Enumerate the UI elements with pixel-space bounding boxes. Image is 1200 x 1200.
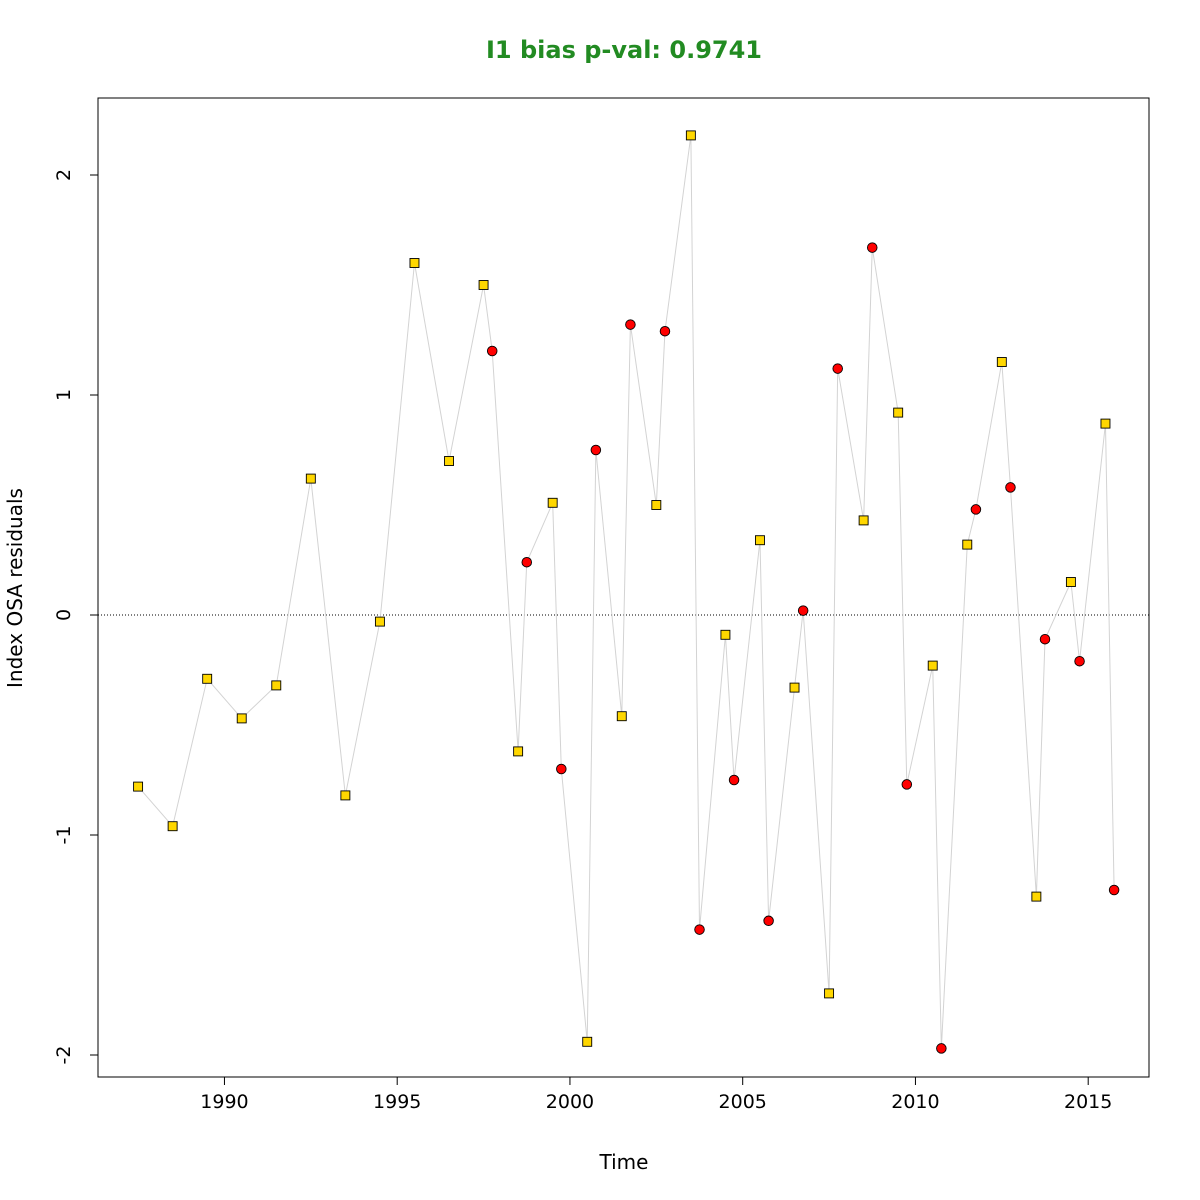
chart-title: I1 bias p-val: 0.9741	[486, 36, 762, 64]
data-point-square	[271, 680, 282, 691]
data-point-square	[1065, 577, 1076, 587]
y-tick-label: -2	[53, 1046, 75, 1065]
data-point-circle	[694, 924, 705, 935]
data-point-circle	[1074, 655, 1085, 667]
data-point-square	[720, 629, 731, 640]
data-point-circle	[901, 779, 913, 790]
data-point-circle	[936, 1043, 947, 1054]
data-point-square	[858, 515, 869, 526]
x-tick-label: 2015	[1064, 1091, 1112, 1113]
x-tick-label: 2010	[891, 1091, 939, 1113]
data-point-square	[824, 988, 835, 999]
y-axis-label: Index OSA residuals	[3, 488, 27, 688]
data-point-square	[236, 713, 247, 724]
data-point-circle	[1108, 884, 1120, 896]
data-point-square	[547, 497, 558, 508]
data-point-square	[893, 407, 904, 418]
x-axis: 1990 1995 2000 2005 2010 2015	[200, 1076, 1112, 1113]
data-point-square	[202, 673, 213, 684]
data-point-square	[996, 357, 1007, 367]
data-point-circle	[970, 504, 982, 515]
data-point-square	[962, 539, 973, 550]
data-point-circle	[1039, 633, 1051, 645]
data-point-square	[755, 535, 765, 546]
x-tick-label: 2000	[546, 1091, 594, 1113]
data-point-circle	[1005, 482, 1016, 493]
data-point-square	[305, 473, 316, 484]
data-point-circle	[832, 363, 843, 374]
data-point-circle	[486, 345, 498, 357]
data-point-circle	[556, 763, 567, 775]
data-point-square	[409, 258, 420, 268]
y-tick-label: -1	[53, 826, 75, 845]
x-axis-label: Time	[599, 1150, 649, 1174]
data-point-square	[513, 746, 524, 757]
data-point-circle	[659, 325, 671, 337]
y-tick-label: 1	[53, 389, 75, 401]
data-point-square	[1031, 891, 1042, 902]
data-point-square	[340, 790, 351, 801]
series-connector-line	[137, 135, 1115, 1049]
x-tick-label: 2005	[719, 1091, 767, 1113]
data-point-square	[789, 682, 800, 693]
x-tick-label: 1990	[200, 1091, 248, 1113]
y-axis: -2 -1 0 1 2	[53, 169, 99, 1065]
data-point-square	[167, 821, 178, 832]
data-point-circle	[867, 242, 878, 253]
data-point-square	[651, 500, 662, 510]
plot-frame	[97, 97, 1150, 1078]
data-point-square	[374, 616, 385, 627]
data-point-circle	[728, 774, 740, 786]
data-point-circle	[590, 444, 602, 456]
data-point-circle	[763, 915, 774, 927]
data-point-square	[927, 660, 938, 671]
series-lines	[137, 135, 1115, 1049]
data-point-circle	[521, 556, 533, 568]
data-points	[133, 130, 1120, 1054]
x-tick-label: 1995	[373, 1091, 421, 1113]
y-tick-label: 0	[53, 609, 75, 621]
data-point-square	[478, 280, 489, 290]
data-point-circle	[625, 319, 636, 330]
y-tick-label: 2	[53, 169, 75, 181]
data-point-square	[582, 1036, 593, 1047]
data-point-square	[685, 130, 696, 141]
data-point-square	[1100, 418, 1111, 429]
data-point-square	[133, 781, 144, 792]
data-point-square	[444, 456, 454, 466]
data-point-square	[616, 711, 627, 722]
data-point-circle	[797, 605, 809, 616]
